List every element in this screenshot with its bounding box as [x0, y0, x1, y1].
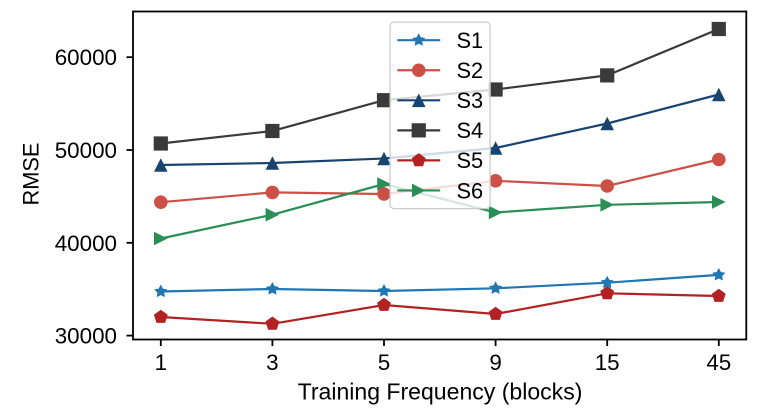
svg-text:15: 15	[595, 350, 620, 375]
svg-text:9: 9	[489, 350, 501, 375]
svg-text:Training Frequency (blocks): Training Frequency (blocks)	[298, 378, 583, 404]
svg-text:5: 5	[378, 350, 390, 375]
svg-text:3: 3	[266, 350, 278, 375]
svg-text:S3: S3	[457, 88, 484, 113]
svg-text:S4: S4	[457, 118, 484, 143]
svg-text:S1: S1	[457, 28, 484, 53]
svg-text:RMSE: RMSE	[19, 143, 44, 206]
svg-text:50000: 50000	[55, 138, 117, 163]
svg-text:40000: 40000	[55, 231, 117, 256]
svg-text:S5: S5	[457, 148, 484, 173]
svg-text:45: 45	[706, 350, 731, 375]
svg-text:S2: S2	[457, 58, 484, 83]
svg-text:S6: S6	[457, 178, 484, 203]
svg-text:30000: 30000	[55, 324, 117, 349]
svg-text:1: 1	[155, 350, 167, 375]
svg-text:60000: 60000	[55, 45, 117, 70]
